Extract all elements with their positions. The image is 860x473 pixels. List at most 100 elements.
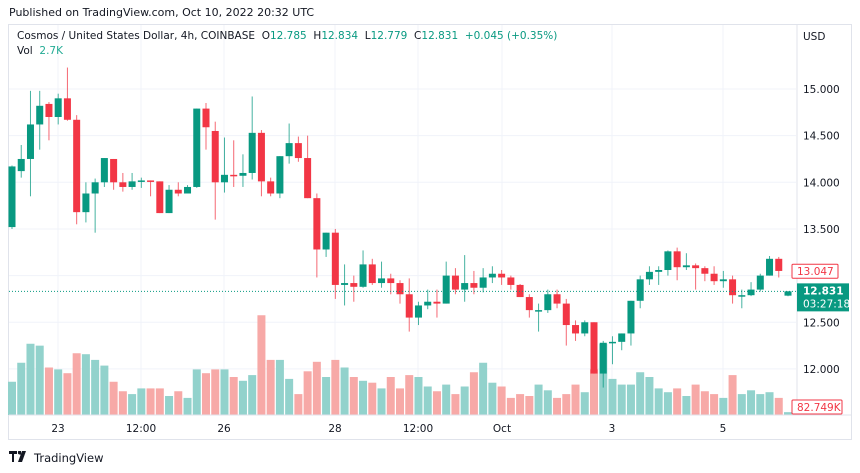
candle-body[interactable] — [119, 182, 127, 187]
candle-body[interactable] — [257, 132, 265, 182]
candle-body[interactable] — [599, 342, 607, 374]
candle-body[interactable] — [442, 275, 450, 304]
candle-body[interactable] — [729, 279, 737, 296]
candle-body[interactable] — [147, 180, 155, 182]
candle-body[interactable] — [396, 283, 404, 295]
candle-body[interactable] — [636, 279, 644, 301]
candle-body[interactable] — [738, 295, 746, 297]
candle-body[interactable] — [692, 265, 700, 269]
candle-body[interactable] — [184, 186, 192, 194]
candle-body[interactable] — [230, 174, 238, 177]
volume-bar — [26, 343, 35, 415]
candle-body[interactable] — [572, 325, 580, 334]
candle-body[interactable] — [719, 279, 727, 282]
candle-body[interactable] — [54, 98, 62, 117]
candle-body[interactable] — [276, 156, 284, 194]
candle-body[interactable] — [239, 172, 247, 176]
candle-body[interactable] — [331, 232, 339, 285]
candle-body[interactable] — [137, 180, 145, 182]
candle-body[interactable] — [82, 193, 90, 213]
candle-body[interactable] — [174, 189, 182, 194]
candle-body[interactable] — [387, 278, 395, 284]
candle-body[interactable] — [36, 105, 44, 125]
candle-body[interactable] — [100, 158, 108, 183]
volume-bar — [386, 377, 395, 415]
candle-body[interactable] — [525, 297, 533, 311]
candle-body[interactable] — [405, 294, 413, 318]
candle-body[interactable] — [608, 341, 616, 344]
volume-bar — [682, 396, 691, 415]
candle-body[interactable] — [322, 232, 330, 250]
price-tick-label: 12.500 — [803, 317, 840, 329]
tradingview-logo-icon — [9, 451, 29, 465]
candle-body[interactable] — [673, 251, 681, 268]
candle-body[interactable] — [461, 283, 469, 290]
candle-body[interactable] — [488, 273, 496, 278]
last-price-label: 12.831 — [803, 285, 844, 297]
candle-body[interactable] — [368, 264, 376, 284]
close-value: 12.831 — [421, 30, 459, 42]
candle-body[interactable] — [655, 270, 663, 272]
candle-body[interactable] — [562, 303, 570, 326]
candle-body[interactable] — [341, 283, 349, 285]
candle-body[interactable] — [220, 174, 228, 183]
candle-body[interactable] — [156, 181, 164, 214]
candle-body[interactable] — [193, 108, 201, 187]
volume-bar — [442, 384, 451, 415]
candle-body[interactable] — [710, 273, 718, 282]
candle-body[interactable] — [267, 181, 275, 194]
candle-body[interactable] — [451, 275, 459, 290]
candle-body[interactable] — [756, 275, 764, 290]
candle-body[interactable] — [202, 108, 210, 128]
candle-body[interactable] — [470, 283, 478, 288]
candle-body[interactable] — [350, 283, 358, 287]
candle-body[interactable] — [433, 301, 441, 304]
candle-body[interactable] — [294, 143, 302, 159]
candle-body[interactable] — [701, 268, 709, 274]
candle-body[interactable] — [91, 182, 99, 194]
candle-body[interactable] — [498, 273, 506, 278]
volume-bar — [91, 359, 100, 415]
candle-body[interactable] — [165, 189, 173, 214]
candle-body[interactable] — [128, 181, 136, 187]
candle-body[interactable] — [775, 258, 783, 271]
candle-body[interactable] — [26, 124, 34, 159]
candle-body[interactable] — [248, 132, 256, 173]
candle-body[interactable] — [8, 166, 16, 228]
candle-body[interactable] — [45, 103, 53, 117]
candle-body[interactable] — [664, 251, 672, 271]
candle-body[interactable] — [17, 158, 25, 172]
candle-body[interactable] — [211, 130, 219, 183]
candle-body[interactable] — [285, 143, 293, 157]
candle-body[interactable] — [73, 119, 81, 213]
last-price-badge — [797, 283, 849, 312]
candle-body[interactable] — [590, 322, 598, 374]
candle-body[interactable] — [627, 300, 635, 334]
candle-body[interactable] — [313, 198, 321, 250]
candle-body[interactable] — [766, 258, 774, 276]
candle-body[interactable] — [618, 333, 626, 342]
candle-body[interactable] — [682, 265, 690, 268]
candle-body[interactable] — [747, 289, 755, 296]
candle-body[interactable] — [544, 294, 552, 311]
candle-body[interactable] — [479, 277, 487, 288]
candle-body[interactable] — [359, 264, 367, 287]
candle-body[interactable] — [110, 158, 118, 183]
candle-body[interactable] — [304, 158, 312, 199]
candle-body[interactable] — [516, 284, 524, 298]
volume-bar — [488, 382, 497, 415]
volume-bar — [17, 362, 26, 415]
candle-body[interactable] — [535, 310, 543, 312]
candle-body[interactable] — [63, 98, 71, 120]
candle-body[interactable] — [645, 271, 653, 280]
candle-body[interactable] — [553, 294, 561, 304]
candle-body[interactable] — [507, 277, 515, 285]
candle-body[interactable] — [424, 301, 432, 306]
chart-frame — [8, 24, 852, 440]
candle-body[interactable] — [581, 322, 589, 334]
candle-body[interactable] — [378, 278, 386, 284]
candle-body[interactable] — [784, 291, 792, 296]
candle-body[interactable] — [414, 305, 422, 318]
volume-bar — [165, 396, 174, 415]
